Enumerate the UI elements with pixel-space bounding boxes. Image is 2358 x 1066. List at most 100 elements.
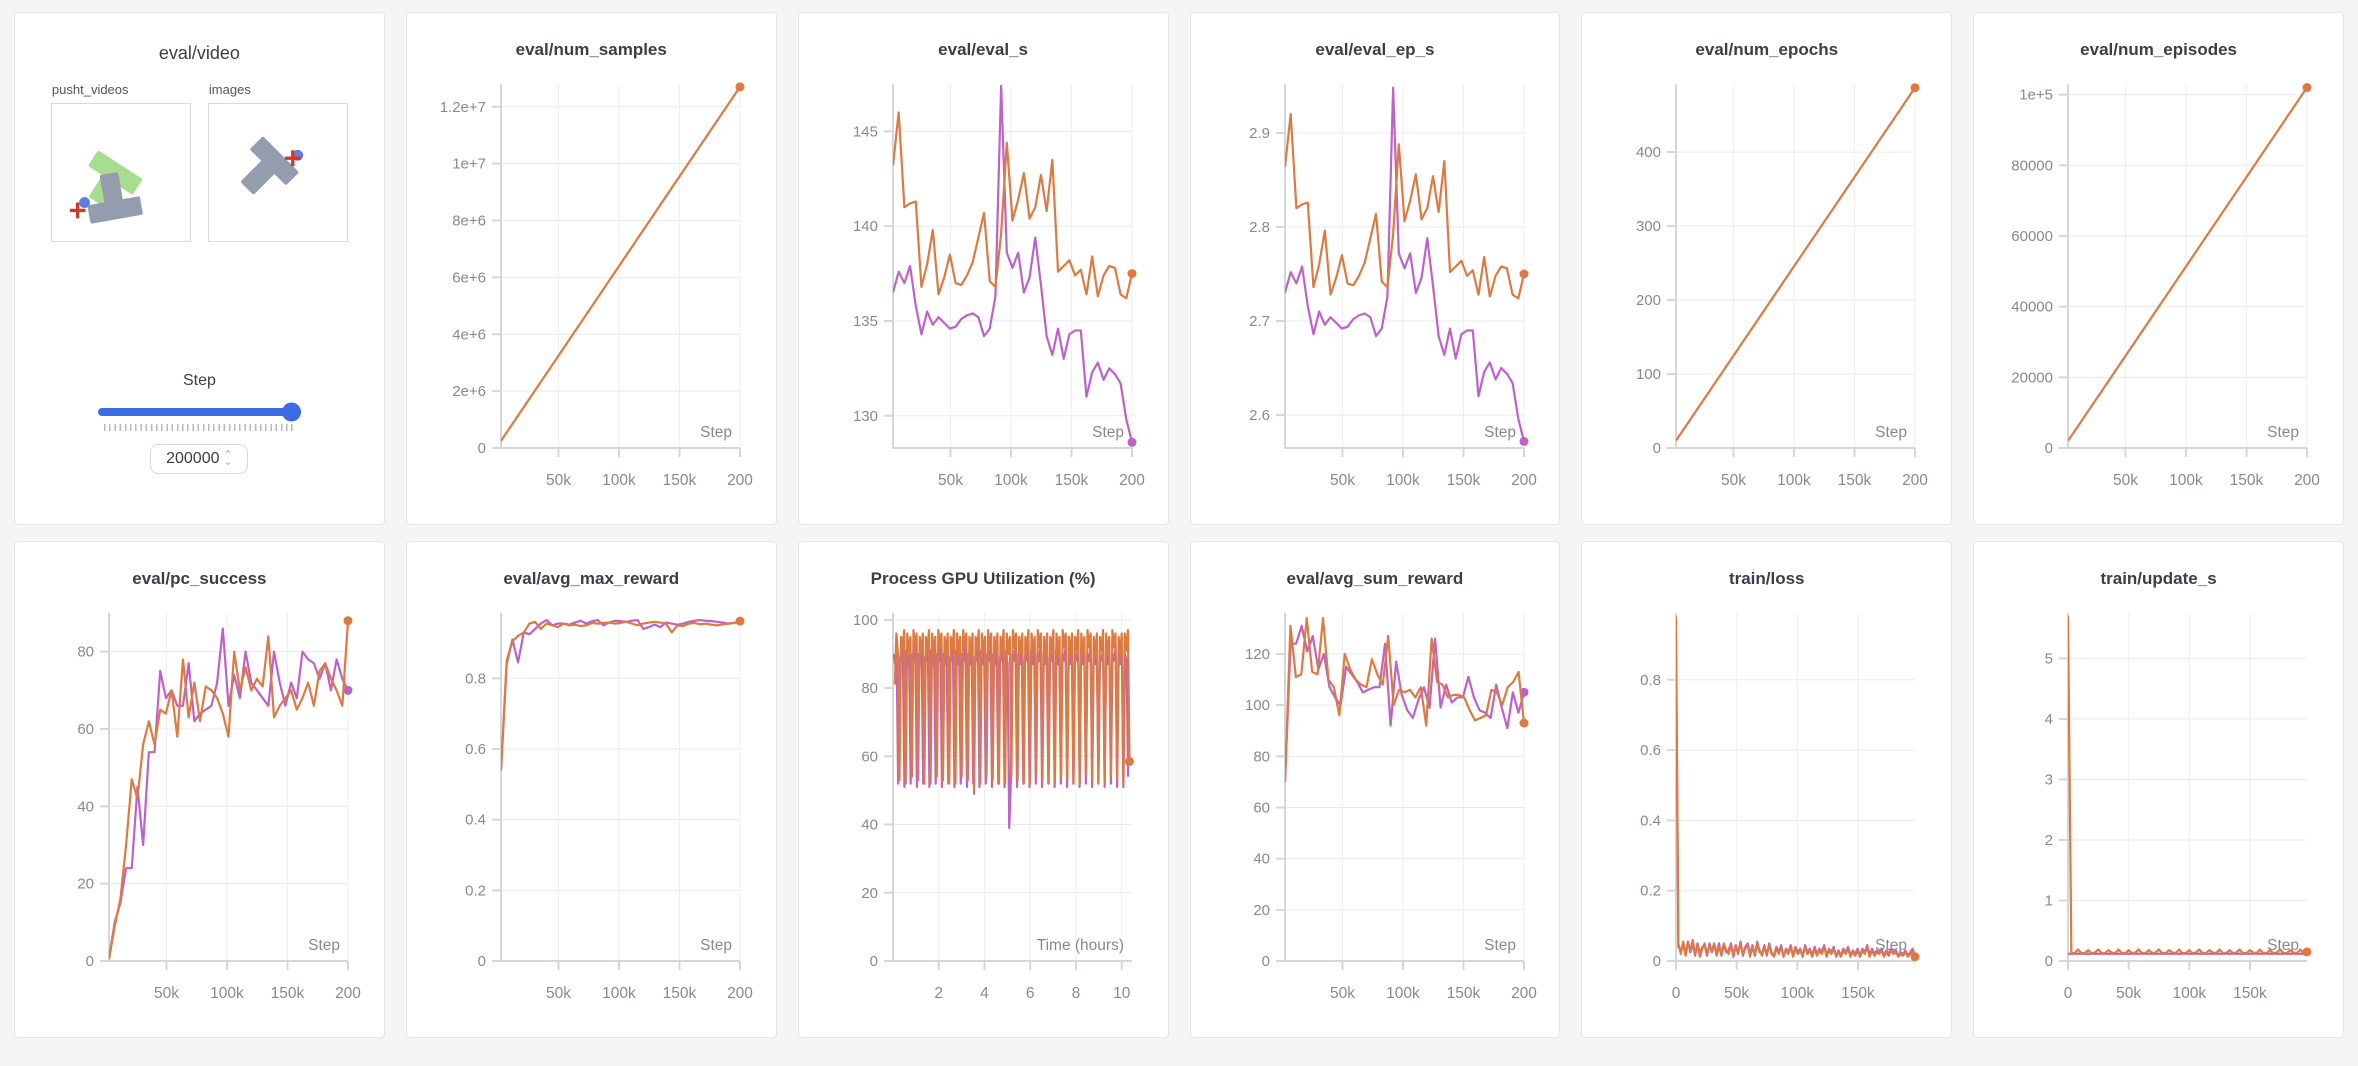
series-end-dot bbox=[1910, 83, 1920, 93]
x-tick-label: 8 bbox=[1071, 985, 1080, 1002]
y-tick-label: 1e+7 bbox=[452, 156, 486, 173]
y-tick-label: 40 bbox=[1253, 851, 1270, 868]
series-end-dot bbox=[1519, 718, 1528, 728]
y-tick-label: 100 bbox=[1244, 697, 1269, 714]
series-end-dot bbox=[735, 82, 745, 92]
x-tick-label: 50k bbox=[2116, 985, 2141, 1002]
y-tick-label: 0.2 bbox=[465, 882, 486, 899]
y-tick-label: 2.9 bbox=[1249, 125, 1270, 142]
x-tick-label: 4 bbox=[980, 985, 989, 1002]
panel-eval-num-epochs: eval/num_epochs 50k 100k 150k 200 0 100 200 300… bbox=[1581, 12, 1953, 525]
y-tick-label: 5 bbox=[2045, 650, 2053, 667]
stepper-arrows[interactable]: ⌃ ⌄ bbox=[223, 449, 233, 468]
media-thumb-images: images bbox=[207, 82, 348, 242]
series-purple-run bbox=[1284, 86, 1525, 442]
panel-eval-avg-sum-reward: eval/avg_sum_reward 50k 100k 150k 200 0 20 40 6… bbox=[1189, 541, 1561, 1038]
x-tick-label: 200 bbox=[2294, 472, 2320, 489]
x-tick-label: 200 bbox=[1511, 985, 1537, 1002]
x-tick-label: 150k bbox=[663, 985, 697, 1002]
step-input-value[interactable]: 200000 bbox=[166, 450, 220, 467]
series-orange-run bbox=[1676, 87, 1917, 442]
line-chart-eval-num-epochs[interactable]: 50k 100k 150k 200 0 100 200 300 400 Step bbox=[1582, 62, 1951, 524]
x-axis-label: Time (hours) bbox=[1036, 937, 1123, 954]
y-tick-label: 0 bbox=[1653, 440, 1661, 457]
x-tick-label: 2 bbox=[934, 985, 943, 1002]
y-tick-label: 0 bbox=[477, 953, 485, 970]
step-slider[interactable] bbox=[98, 402, 302, 422]
chart-title: Process GPU Utilization (%) bbox=[870, 569, 1096, 588]
x-axis-label: Step bbox=[308, 937, 340, 954]
x-tick-label: 50k bbox=[1329, 472, 1354, 489]
panel-eval-video: eval/video pusht_videos bbox=[14, 12, 385, 525]
x-axis-label: Step bbox=[700, 937, 732, 954]
y-tick-label: 1 bbox=[2045, 892, 2053, 909]
y-tick-label: 20 bbox=[861, 885, 878, 902]
line-chart-eval-num-samples[interactable]: 50k 100k 150k 200 0 2e+6 4e+6 6e+6 8e+6 1e+7 1.2e+… bbox=[407, 62, 776, 524]
x-axis-label: Step bbox=[1484, 937, 1516, 954]
line-chart-train-update-s[interactable]: 0 50k 100k 150k 0 1 2 3 4 5 Step bbox=[1974, 591, 2343, 1037]
x-tick-label: 200 bbox=[1511, 472, 1537, 489]
y-tick-label: 0 bbox=[2045, 440, 2053, 457]
x-tick-label: 100k bbox=[2173, 985, 2207, 1002]
images-scene bbox=[240, 136, 304, 195]
series-orange-run bbox=[892, 111, 1133, 300]
line-chart-svg: 50k 100k 150k 200 0 100 200 300 400 Step bbox=[1636, 83, 1929, 489]
x-tick-label: 50k bbox=[546, 472, 571, 489]
y-tick-label: 80 bbox=[1253, 748, 1270, 765]
slider-track[interactable] bbox=[98, 408, 301, 416]
media-thumb-label: images bbox=[208, 82, 251, 97]
y-tick-label: 100 bbox=[853, 612, 878, 629]
x-tick-label: 100k bbox=[2169, 472, 2203, 489]
y-tick-label: 8e+6 bbox=[452, 213, 486, 230]
line-chart-eval-eval-s[interactable]: 50k 100k 150k 200 130 135 140 145 Step bbox=[799, 62, 1168, 524]
x-tick-label: 150k bbox=[2233, 985, 2267, 1002]
y-tick-label: 135 bbox=[853, 313, 878, 330]
y-tick-label: 400 bbox=[1636, 144, 1661, 161]
x-axis-label: Step bbox=[2267, 424, 2299, 441]
line-chart-eval-eval-ep-s[interactable]: 50k 100k 150k 200 2.6 2.7 2.8 2.9 Step bbox=[1191, 62, 1560, 524]
x-tick-label: 100k bbox=[1781, 985, 1815, 1002]
y-tick-label: 2e+6 bbox=[452, 383, 486, 400]
x-tick-label: 100k bbox=[1386, 985, 1420, 1002]
line-chart-eval-avg-sum-reward[interactable]: 50k 100k 150k 200 0 20 40 60 80 100 120 Step bbox=[1191, 591, 1560, 1037]
y-tick-label: 0 bbox=[2045, 953, 2053, 970]
chart-title: train/update_s bbox=[2100, 569, 2217, 588]
x-tick-label: 100k bbox=[602, 985, 636, 1002]
y-tick-label: 2 bbox=[2045, 832, 2053, 849]
line-chart-process-gpu-utilization[interactable]: 2 4 6 8 10 0 20 40 60 80 100 Time (hours) bbox=[799, 591, 1168, 1037]
series-orange-run bbox=[109, 620, 350, 960]
panel-train-loss: train/loss 0 50k 100k 150k 0 0.2 0.4 0.6 0.8 Step bbox=[1581, 541, 1953, 1038]
series-purple-run bbox=[500, 618, 741, 771]
y-tick-label: 0.2 bbox=[1640, 883, 1661, 900]
y-tick-label: 60 bbox=[1253, 799, 1270, 816]
slider-handle[interactable] bbox=[282, 402, 302, 422]
target-cross bbox=[69, 202, 86, 219]
step-input[interactable]: 200000 ⌃ ⌄ bbox=[150, 444, 249, 474]
x-tick-label: 150k bbox=[1841, 985, 1875, 1002]
chart-title: eval/num_episodes bbox=[2080, 40, 2237, 59]
x-tick-label: 150k bbox=[1054, 472, 1088, 489]
series-end-dot bbox=[1127, 269, 1137, 279]
line-chart-train-loss[interactable]: 0 50k 100k 150k 0 0.2 0.4 0.6 0.8 Step bbox=[1582, 591, 1951, 1037]
x-tick-label: 10 bbox=[1113, 985, 1131, 1002]
y-tick-label: 4e+6 bbox=[452, 326, 486, 343]
x-tick-label: 150k bbox=[663, 472, 697, 489]
y-tick-label: 3 bbox=[2045, 771, 2053, 788]
x-tick-label: 0 bbox=[2064, 985, 2073, 1002]
step-up-icon[interactable]: ⌃ bbox=[223, 449, 233, 461]
line-chart-eval-pc-success[interactable]: 50k 100k 150k 200 0 20 40 60 80 Step bbox=[15, 591, 384, 1037]
y-tick-label: 60 bbox=[861, 748, 878, 765]
step-down-icon[interactable]: ⌄ bbox=[223, 456, 233, 468]
y-tick-label: 0 bbox=[477, 440, 485, 457]
line-chart-eval-num-episodes[interactable]: 50k 100k 150k 200 0 20000 40000 60000 80000 1e+5 S… bbox=[1974, 62, 2343, 524]
pusht-video-preview[interactable] bbox=[50, 103, 191, 242]
x-tick-label: 6 bbox=[1026, 985, 1035, 1002]
line-chart-eval-avg-max-reward[interactable]: 50k 100k 150k 200 0 0.2 0.4 0.6 0.8 Step bbox=[407, 591, 776, 1037]
images-preview[interactable] bbox=[207, 103, 348, 242]
series-end-dot bbox=[2302, 947, 2312, 957]
x-tick-label: 150k bbox=[271, 985, 305, 1002]
x-tick-label: 50k bbox=[938, 472, 963, 489]
line-chart-svg: 50k 100k 150k 200 130 135 140 145 Step bbox=[853, 84, 1145, 489]
